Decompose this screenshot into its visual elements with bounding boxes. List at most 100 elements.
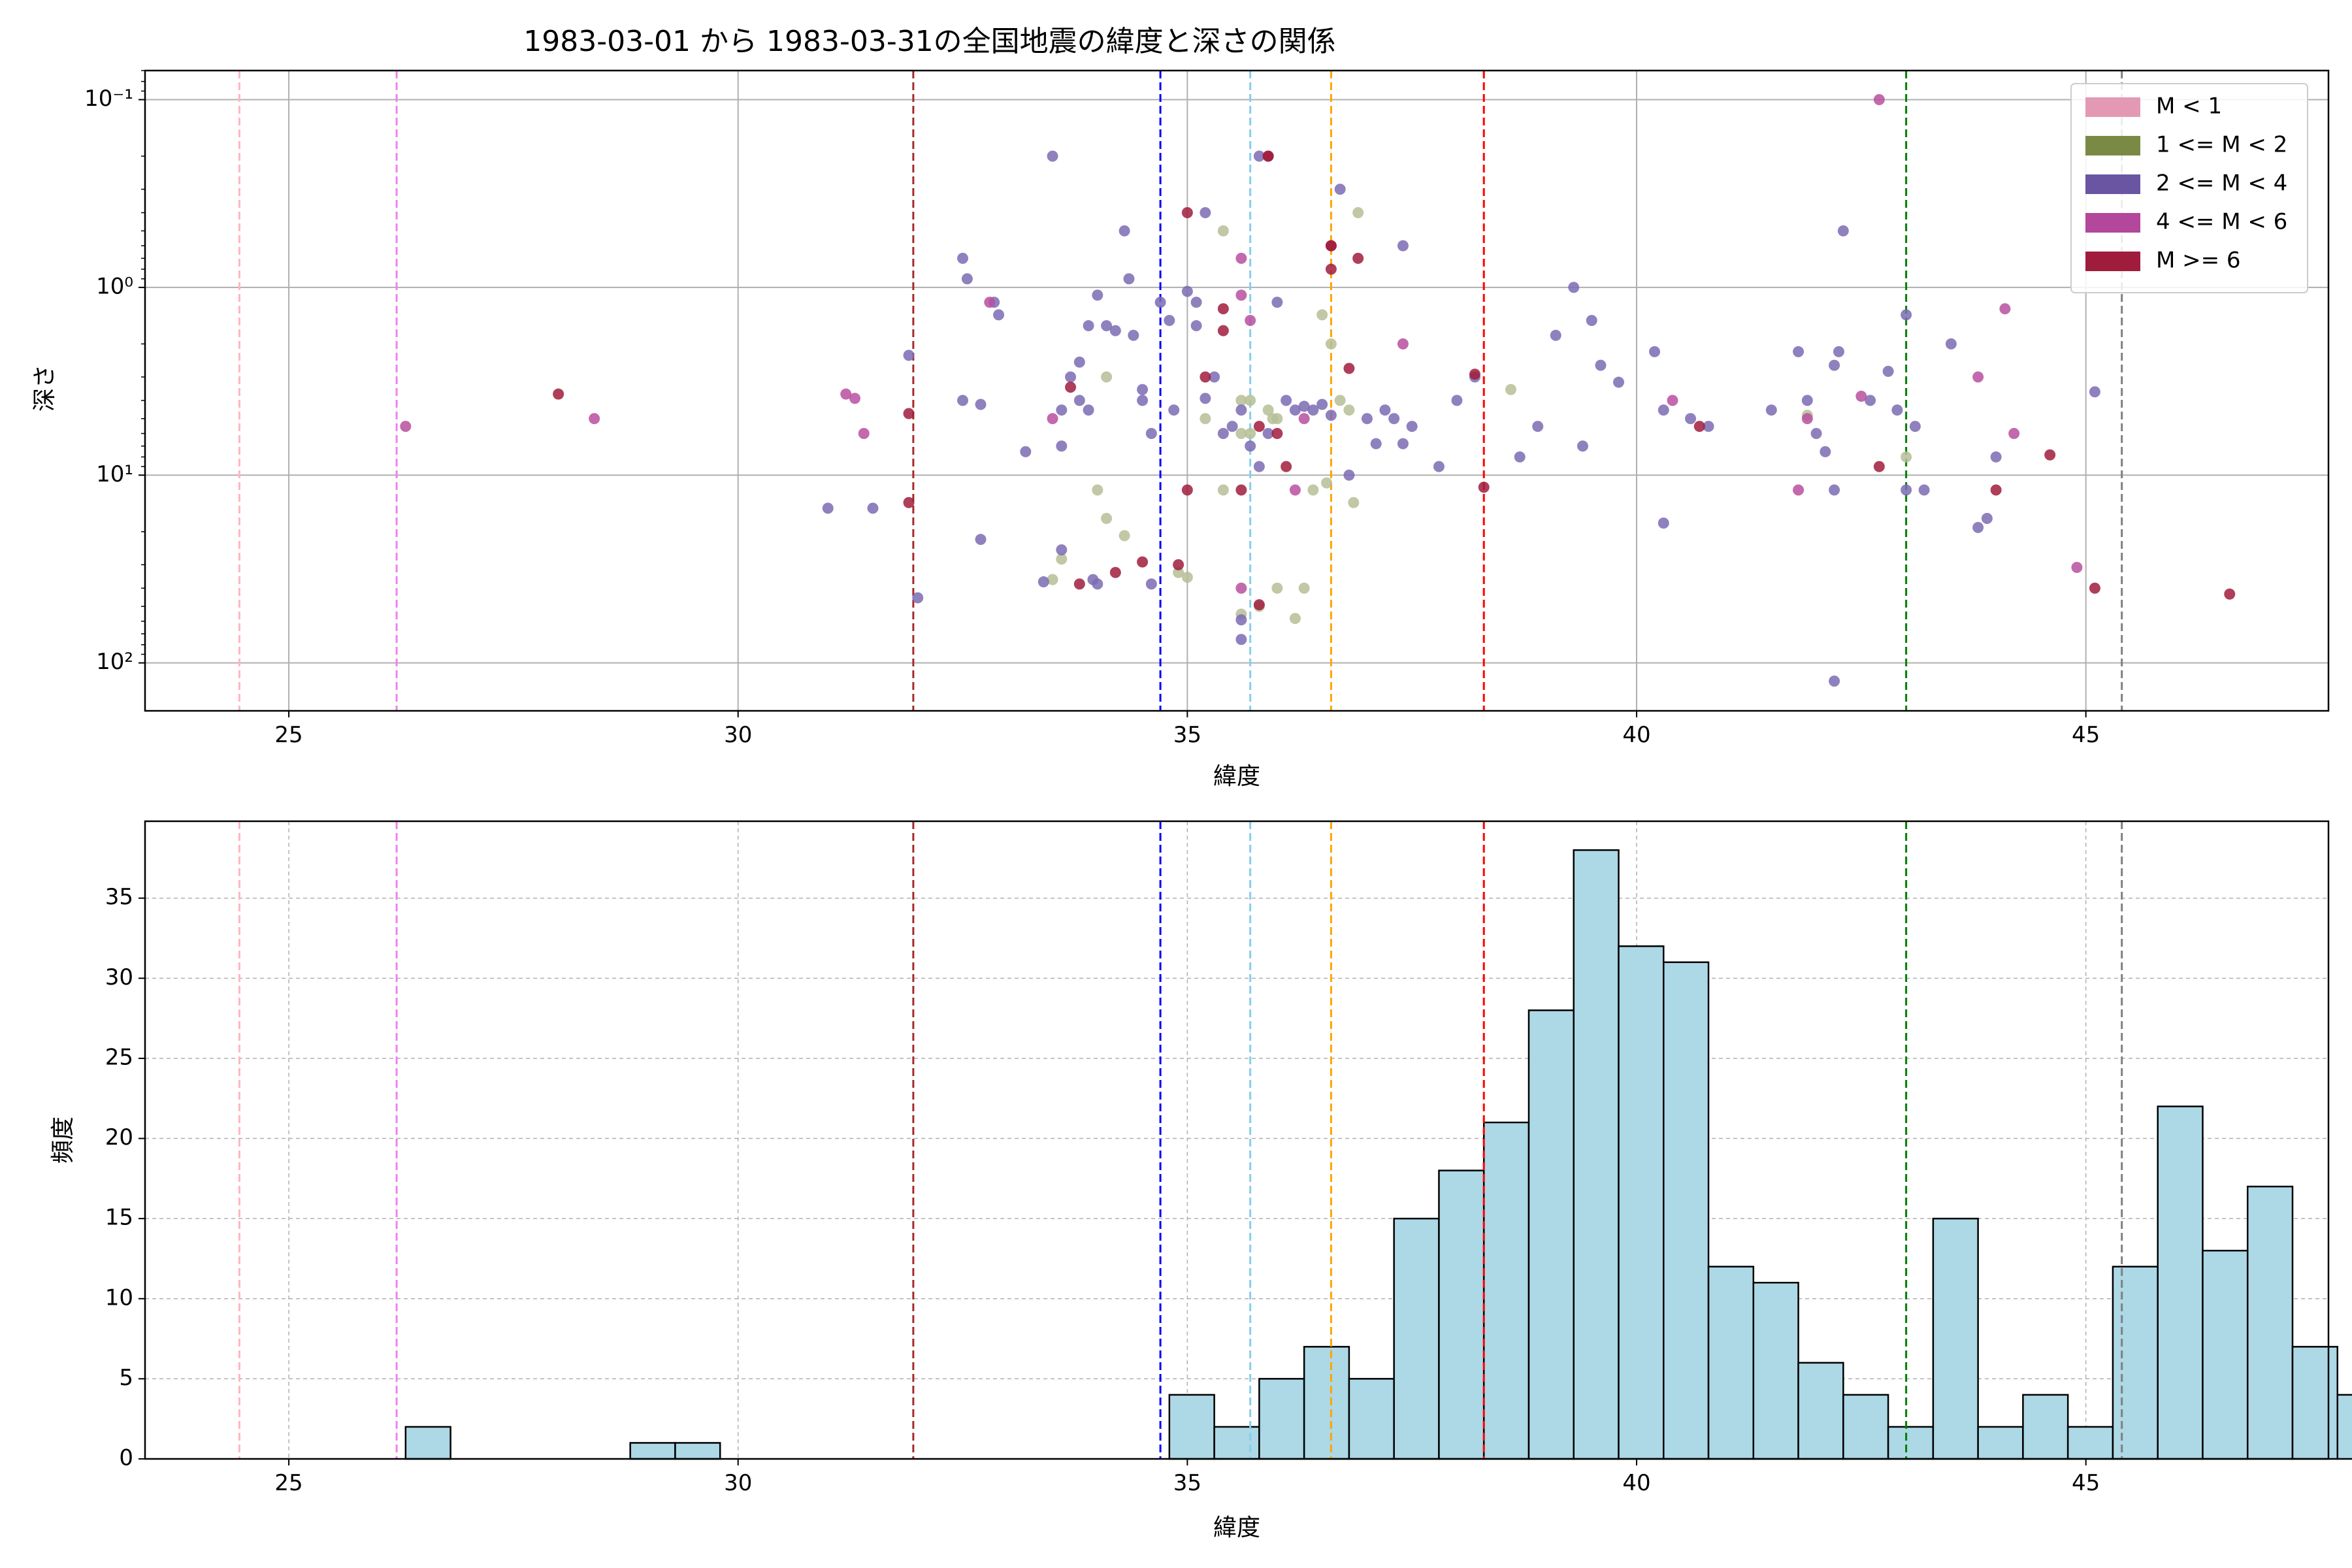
histogram-bar xyxy=(1842,1394,1889,1460)
histogram-y-tick-label: 25 xyxy=(105,1044,133,1070)
scatter-point xyxy=(1235,404,1247,416)
scatter-point xyxy=(1820,446,1831,457)
histogram-bar xyxy=(1438,1169,1485,1460)
scatter-point xyxy=(1154,297,1166,308)
scatter-point xyxy=(1397,438,1409,449)
scatter-point xyxy=(1200,207,1211,219)
scatter-point xyxy=(1693,421,1705,433)
scatter-point xyxy=(1972,521,1984,533)
scatter-point xyxy=(822,502,834,514)
scatter-point xyxy=(1298,413,1310,425)
scatter-point xyxy=(1253,599,1265,611)
histogram-axes-frame xyxy=(144,820,2330,1460)
scatter-point xyxy=(1065,371,1077,383)
scatter-point xyxy=(961,273,973,285)
scatter-point xyxy=(975,534,987,546)
scatter-point xyxy=(1658,404,1669,416)
scatter-point xyxy=(903,350,915,361)
histogram-bar xyxy=(1303,1346,1350,1460)
histogram-bar xyxy=(1482,1121,1530,1460)
scatter-point xyxy=(1990,451,2002,463)
scatter-point xyxy=(1217,484,1229,496)
scatter-point xyxy=(1505,384,1516,395)
scatter-point xyxy=(1200,413,1211,425)
scatter-point xyxy=(1262,428,1274,440)
scatter-point xyxy=(984,297,996,308)
scatter-point xyxy=(1168,404,1180,416)
scatter-point xyxy=(975,399,987,410)
scatter-point xyxy=(1073,356,1085,368)
scatter-point xyxy=(1289,484,1301,496)
scatter-point xyxy=(1047,413,1058,425)
scatter-point xyxy=(867,502,879,514)
scatter-point xyxy=(1307,404,1319,416)
scatter-point xyxy=(1101,371,1113,383)
scatter-point xyxy=(858,428,870,440)
scatter-point xyxy=(1550,329,1561,341)
scatter-point xyxy=(1047,150,1058,162)
histogram-bar xyxy=(2336,1394,2352,1460)
scatter-point xyxy=(1119,225,1130,237)
scatter-point xyxy=(1253,421,1265,433)
histogram-bar xyxy=(2066,1426,2114,1460)
scatter-point xyxy=(1235,252,1247,264)
scatter-point xyxy=(1325,240,1337,252)
scatter-point xyxy=(1882,365,1894,377)
scatter-axes-frame xyxy=(144,69,2330,712)
histogram-y-tick-label: 20 xyxy=(105,1124,133,1151)
scatter-point xyxy=(1685,413,1697,425)
scatter-point xyxy=(1829,675,1840,687)
scatter-point xyxy=(1109,325,1121,336)
scatter-point xyxy=(1532,421,1544,433)
scatter-point xyxy=(1281,395,1292,406)
histogram-bar xyxy=(1258,1378,1305,1460)
scatter-point xyxy=(1073,395,1085,406)
histogram-xlabel: 緯度 xyxy=(1213,1514,1260,1541)
scatter-point xyxy=(1262,404,1274,416)
scatter-y-tick-label: 10¹ xyxy=(96,461,133,487)
scatter-point xyxy=(1793,484,1805,496)
scatter-point xyxy=(1348,497,1360,508)
scatter-point xyxy=(1092,289,1103,301)
scatter-point xyxy=(1901,451,1912,463)
scatter-point xyxy=(1667,395,1678,406)
scatter-y-tick-label: 10⁻¹ xyxy=(84,86,133,112)
legend-swatch xyxy=(2085,136,2140,155)
histogram-bar xyxy=(1213,1426,1260,1460)
scatter-point xyxy=(1181,572,1193,583)
histogram-bar xyxy=(1797,1362,1844,1460)
scatter-point xyxy=(1245,440,1256,452)
scatter-point xyxy=(1649,346,1661,357)
scatter-point xyxy=(840,388,852,400)
scatter-point xyxy=(1253,461,1265,472)
legend-label: M >= 6 xyxy=(2156,248,2241,274)
scatter-point xyxy=(1810,428,1822,440)
scatter-point xyxy=(1289,613,1301,625)
scatter-point xyxy=(1065,382,1077,393)
scatter-point xyxy=(1047,574,1058,585)
legend-label: 1 <= M < 2 xyxy=(2156,132,2287,158)
scatter-point xyxy=(1271,413,1283,425)
scatter-point xyxy=(1056,404,1068,416)
scatter-point xyxy=(1451,395,1463,406)
scatter-point xyxy=(1325,263,1337,275)
histogram-ylabel: 頻度 xyxy=(50,1117,76,1164)
scatter-point xyxy=(1316,309,1328,321)
scatter-point xyxy=(912,592,924,604)
scatter-point xyxy=(1209,371,1220,383)
histogram-bar xyxy=(1168,1394,1215,1460)
scatter-point xyxy=(1271,428,1283,440)
scatter-point xyxy=(1137,556,1149,568)
scatter-point xyxy=(1128,329,1139,341)
scatter-point xyxy=(1514,451,1526,463)
scatter-point xyxy=(1137,384,1149,395)
scatter-point xyxy=(1469,368,1480,380)
scatter-point xyxy=(1334,184,1346,195)
scatter-point xyxy=(1801,413,1813,425)
scatter-point xyxy=(1316,399,1328,410)
scatter-point xyxy=(1181,207,1193,219)
histogram-x-tick-label: 30 xyxy=(724,1470,752,1496)
scatter-point xyxy=(1271,582,1283,594)
histogram-bar xyxy=(2291,1346,2339,1460)
scatter-point xyxy=(1119,530,1130,542)
